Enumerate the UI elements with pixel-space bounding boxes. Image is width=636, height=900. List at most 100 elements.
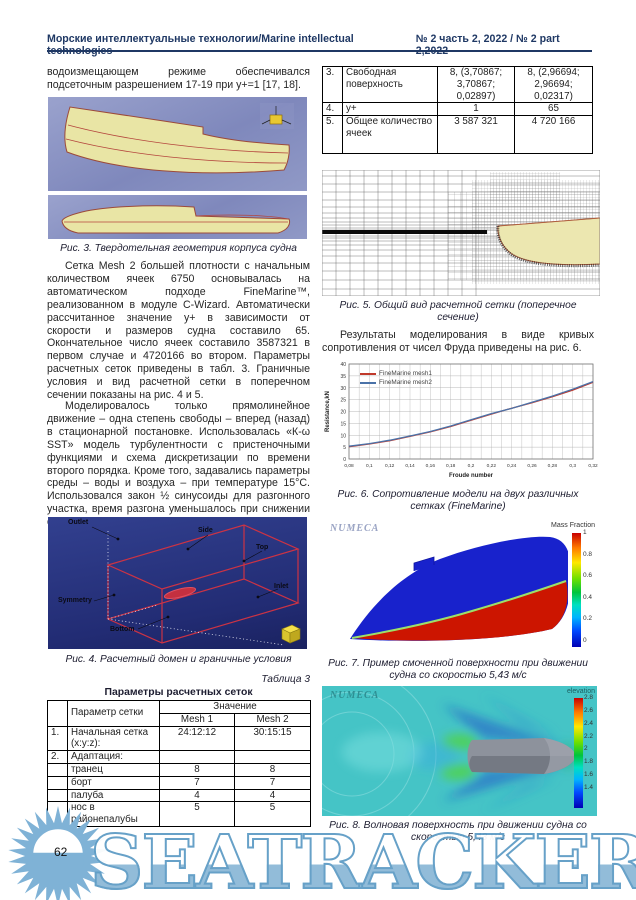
svg-text:0,32: 0,32 bbox=[588, 463, 598, 469]
cell: 7 bbox=[233, 775, 312, 790]
journal-title: Морские интеллектуальные технологии/Mari… bbox=[47, 33, 354, 57]
mesh2-line-swatch bbox=[360, 381, 376, 384]
svg-text:0,24: 0,24 bbox=[507, 463, 517, 469]
paragraph-mesh: Сетка Mesh 2 большей плотности с начальн… bbox=[47, 260, 310, 402]
paragraph-modeling: Моделировалось только прямолинейное движ… bbox=[47, 400, 310, 528]
paragraph-results: Результаты моделирования в виде кривых с… bbox=[322, 329, 594, 354]
chart-legend: FineMarine mesh1 FineMarine mesh2 bbox=[360, 369, 432, 387]
cell: 5 bbox=[159, 801, 235, 827]
tick: 0.8 bbox=[583, 550, 593, 558]
cell: 8, (2,96694; 2,96694; 0,02317) bbox=[514, 65, 593, 104]
cell: Общее количество ячеек bbox=[342, 115, 438, 155]
svg-text:20: 20 bbox=[340, 410, 346, 416]
numeca-logo: NUMECA bbox=[330, 690, 380, 701]
cell: 4. bbox=[322, 102, 343, 117]
boundary-label-side: Side bbox=[198, 527, 213, 534]
numeca-logo: NUMECA bbox=[330, 523, 380, 534]
cell bbox=[47, 700, 68, 727]
wave-surface-drawing bbox=[322, 686, 597, 816]
table-row: 5. Общее количество ячеек 3 587 321 4 72… bbox=[322, 115, 593, 155]
svg-text:0,1: 0,1 bbox=[366, 463, 373, 469]
figure-4-domain-image: Outlet Side Top Inlet Symmetry Bottom bbox=[48, 517, 307, 649]
figure-4-caption: Рис. 4. Расчетный домен и граничные усло… bbox=[65, 654, 292, 665]
mesh-parameters-table-continued: 3. Свободная поверхность 8, (3,70867; 3,… bbox=[322, 65, 593, 155]
cell: палуба bbox=[67, 788, 160, 803]
cell: 5 bbox=[233, 801, 312, 827]
hull-side-view-drawing bbox=[64, 103, 294, 174]
hull-profile-drawing bbox=[61, 205, 291, 234]
colorbar-title: elevation bbox=[566, 688, 595, 695]
seatracker-sun-logo bbox=[8, 806, 108, 900]
hull-profile-view-image bbox=[48, 195, 307, 239]
cell: Адаптация: bbox=[67, 750, 160, 764]
svg-text:35: 35 bbox=[340, 374, 346, 380]
svg-text:Resistance,kN: Resistance,kN bbox=[325, 391, 331, 432]
svg-text:15: 15 bbox=[340, 421, 346, 427]
page-header: Морские интеллектуальные технологии/Mari… bbox=[47, 33, 592, 57]
figure-5-mesh-image bbox=[322, 170, 600, 296]
resistance-chart-plot: 0 5 10 15 20 25 30 35 40 0,08 0,1 0,12 0,14 0,16 0,18 0… bbox=[325, 362, 598, 479]
colorbar-tick-labels: 1 0.8 0.6 0.4 0.2 0 bbox=[583, 529, 595, 644]
cell: Свободная поверхность bbox=[342, 65, 438, 104]
tick: 0.2 bbox=[583, 615, 593, 623]
cell: 24:12:12 bbox=[159, 725, 235, 752]
tick: 1.4 bbox=[584, 783, 594, 791]
svg-text:0: 0 bbox=[343, 457, 346, 463]
table-row: 4. y+ 1 65 bbox=[322, 102, 593, 117]
figure-6-resistance-chart: 0 5 10 15 20 25 30 35 40 0,08 0,1 0,12 0,14 0,16 0,18 0… bbox=[322, 357, 602, 483]
table-3-title: Параметры расчетных сеток bbox=[104, 687, 253, 698]
sun-upper-half bbox=[30, 826, 86, 856]
cell: 4 bbox=[233, 788, 312, 803]
colorbar-title: Mass Fraction bbox=[551, 522, 595, 529]
cell: 3 587 321 bbox=[437, 115, 515, 155]
cell: нос в районепалубы bbox=[67, 801, 160, 827]
svg-text:0,12: 0,12 bbox=[385, 463, 395, 469]
cell bbox=[47, 788, 68, 803]
cell: 3. bbox=[322, 65, 343, 104]
cell: 1 bbox=[437, 102, 515, 117]
issue-number: № 2 часть 2, 2022 / № 2 part 2,2022 bbox=[415, 33, 560, 57]
cell bbox=[47, 762, 68, 777]
cell bbox=[159, 750, 235, 764]
svg-text:0,16: 0,16 bbox=[426, 463, 436, 469]
boundary-label-bottom: Bottom bbox=[110, 626, 135, 633]
boundary-label-top: Top bbox=[256, 544, 269, 551]
axes-icon bbox=[260, 103, 294, 129]
figure-8-caption: Рис. 8. Волновая поверхность при движени… bbox=[322, 820, 594, 844]
cell bbox=[233, 750, 312, 764]
tick: 0.6 bbox=[583, 572, 593, 580]
svg-text:0,18: 0,18 bbox=[446, 463, 456, 469]
table-3-label: Таблица 3 bbox=[261, 674, 310, 685]
figure-3-caption: Рис. 3. Твердотельная геометрия корпуса … bbox=[60, 243, 297, 254]
wetted-hull-drawing bbox=[350, 536, 568, 641]
mass-fraction-colorbar bbox=[572, 533, 581, 647]
tick: 2 bbox=[584, 745, 588, 753]
header-rule bbox=[47, 50, 592, 52]
svg-text:10: 10 bbox=[340, 433, 346, 439]
svg-text:0,3: 0,3 bbox=[569, 463, 576, 469]
hull-side-view-image bbox=[48, 97, 307, 191]
mesh-parameters-table: Параметр сетки Значение Mesh 1 Mesh 2 1.… bbox=[47, 700, 312, 827]
figure-5-caption: Рис. 5. Общий вид расчетной сетки (попер… bbox=[339, 300, 577, 323]
cell: 2. bbox=[47, 750, 68, 764]
col-header-mesh2: Mesh 2 bbox=[233, 712, 312, 727]
cell: 4 720 166 bbox=[514, 115, 593, 155]
table-row: палуба 4 4 bbox=[47, 788, 312, 803]
table-row: транец 8 8 bbox=[47, 762, 312, 777]
cell: 8, (3,70867; 3,70867; 0,02897) bbox=[437, 65, 515, 104]
boundary-label-outlet: Outlet bbox=[68, 519, 89, 526]
svg-text:0,14: 0,14 bbox=[405, 463, 415, 469]
cell: 8 bbox=[233, 762, 312, 777]
table-row: 3. Свободная поверхность 8, (3,70867; 3,… bbox=[322, 65, 593, 104]
svg-text:0,28: 0,28 bbox=[548, 463, 558, 469]
tick: 1.6 bbox=[584, 771, 594, 779]
legend-label-mesh1: FineMarine mesh1 bbox=[379, 370, 432, 377]
mesh1-line-swatch bbox=[360, 372, 376, 375]
ship-outline bbox=[163, 587, 197, 599]
cell: 7 bbox=[159, 775, 235, 790]
hull-top-view bbox=[467, 738, 576, 774]
boundary-label-inlet: Inlet bbox=[274, 583, 289, 590]
tick: 0.4 bbox=[583, 593, 593, 601]
cell: 5. bbox=[322, 115, 343, 155]
